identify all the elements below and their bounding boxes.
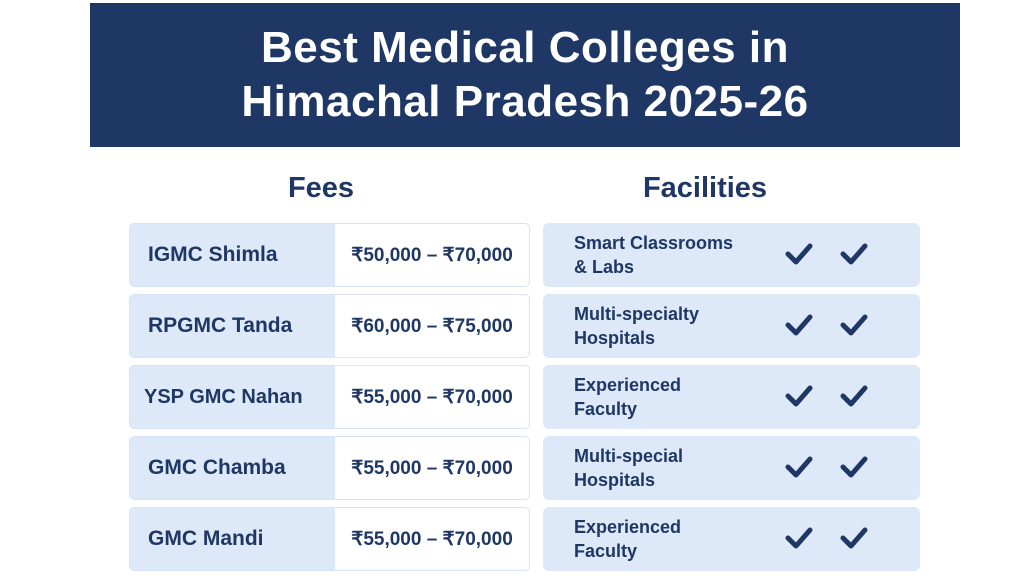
facility-label-line: Hospitals bbox=[574, 328, 656, 348]
checkmark-icon bbox=[785, 384, 813, 408]
facilities-heading: Facilities bbox=[642, 172, 768, 204]
facility-label-line: Faculty bbox=[574, 541, 638, 561]
facility-label: Multi-special Hospitals bbox=[543, 444, 753, 492]
checkmark-icon bbox=[840, 384, 868, 408]
facility-label-line: Experienced bbox=[574, 517, 682, 537]
fee-row: GMC Mandi ₹55,000 – ₹70,000 bbox=[129, 507, 530, 571]
fee-row: IGMC Shimla ₹50,000 – ₹70,000 bbox=[129, 223, 530, 287]
fee-range: ₹55,000 – ₹70,000 bbox=[351, 528, 513, 550]
facility-row: Multi-specialty Hospitals bbox=[543, 294, 920, 358]
facility-label: Experienced Faculty bbox=[543, 515, 753, 563]
college-name: GMC Mandi bbox=[130, 508, 335, 570]
college-name: YSP GMC Nahan bbox=[130, 366, 335, 428]
facility-label-line: Smart Classrooms bbox=[574, 233, 734, 253]
facility-label-line: Multi-specialty bbox=[574, 304, 700, 324]
fee-row: RPGMC Tanda ₹60,000 – ₹75,000 bbox=[129, 294, 530, 358]
checkmark-icon bbox=[840, 526, 868, 550]
checkmark-icon bbox=[840, 242, 868, 266]
college-name: IGMC Shimla bbox=[130, 224, 335, 286]
facility-label-line: Experienced bbox=[574, 375, 682, 395]
fee-row: GMC Chamba ₹55,000 – ₹70,000 bbox=[129, 436, 530, 500]
fee-range: ₹50,000 – ₹70,000 bbox=[351, 244, 513, 266]
fee-range: ₹55,000 – ₹70,000 bbox=[351, 386, 513, 408]
facility-label: Multi-specialty Hospitals bbox=[543, 302, 753, 350]
checkmark-icon bbox=[840, 455, 868, 479]
facility-label-line: & Labs bbox=[574, 257, 635, 277]
title-banner: Best Medical Colleges in Himachal Prades… bbox=[90, 3, 960, 147]
checkmark-icon bbox=[785, 313, 813, 337]
facility-row: Multi-special Hospitals bbox=[543, 436, 920, 500]
facility-row: Experienced Faculty bbox=[543, 507, 920, 571]
checkmark-icon bbox=[785, 242, 813, 266]
facility-row: Smart Classrooms & Labs bbox=[543, 223, 920, 287]
fees-heading: Fees bbox=[287, 172, 355, 204]
checkmark-icon bbox=[840, 313, 868, 337]
facility-label: Experienced Faculty bbox=[543, 373, 753, 421]
facility-label-line: Multi-special bbox=[574, 446, 684, 466]
checkmark-icon bbox=[785, 526, 813, 550]
title-line-2: Himachal Pradesh 2025-26 bbox=[241, 77, 809, 126]
facility-label: Smart Classrooms & Labs bbox=[543, 231, 753, 279]
college-name: RPGMC Tanda bbox=[130, 295, 335, 357]
facility-label-line: Hospitals bbox=[574, 470, 656, 490]
facility-label-line: Faculty bbox=[574, 399, 638, 419]
title-line-1: Best Medical Colleges in bbox=[261, 23, 789, 72]
fee-range: ₹60,000 – ₹75,000 bbox=[351, 315, 513, 337]
checkmark-icon bbox=[785, 455, 813, 479]
college-name: GMC Chamba bbox=[130, 437, 335, 499]
facility-row: Experienced Faculty bbox=[543, 365, 920, 429]
fee-row: YSP GMC Nahan ₹55,000 – ₹70,000 bbox=[129, 365, 530, 429]
fee-range: ₹55,000 – ₹70,000 bbox=[351, 457, 513, 479]
